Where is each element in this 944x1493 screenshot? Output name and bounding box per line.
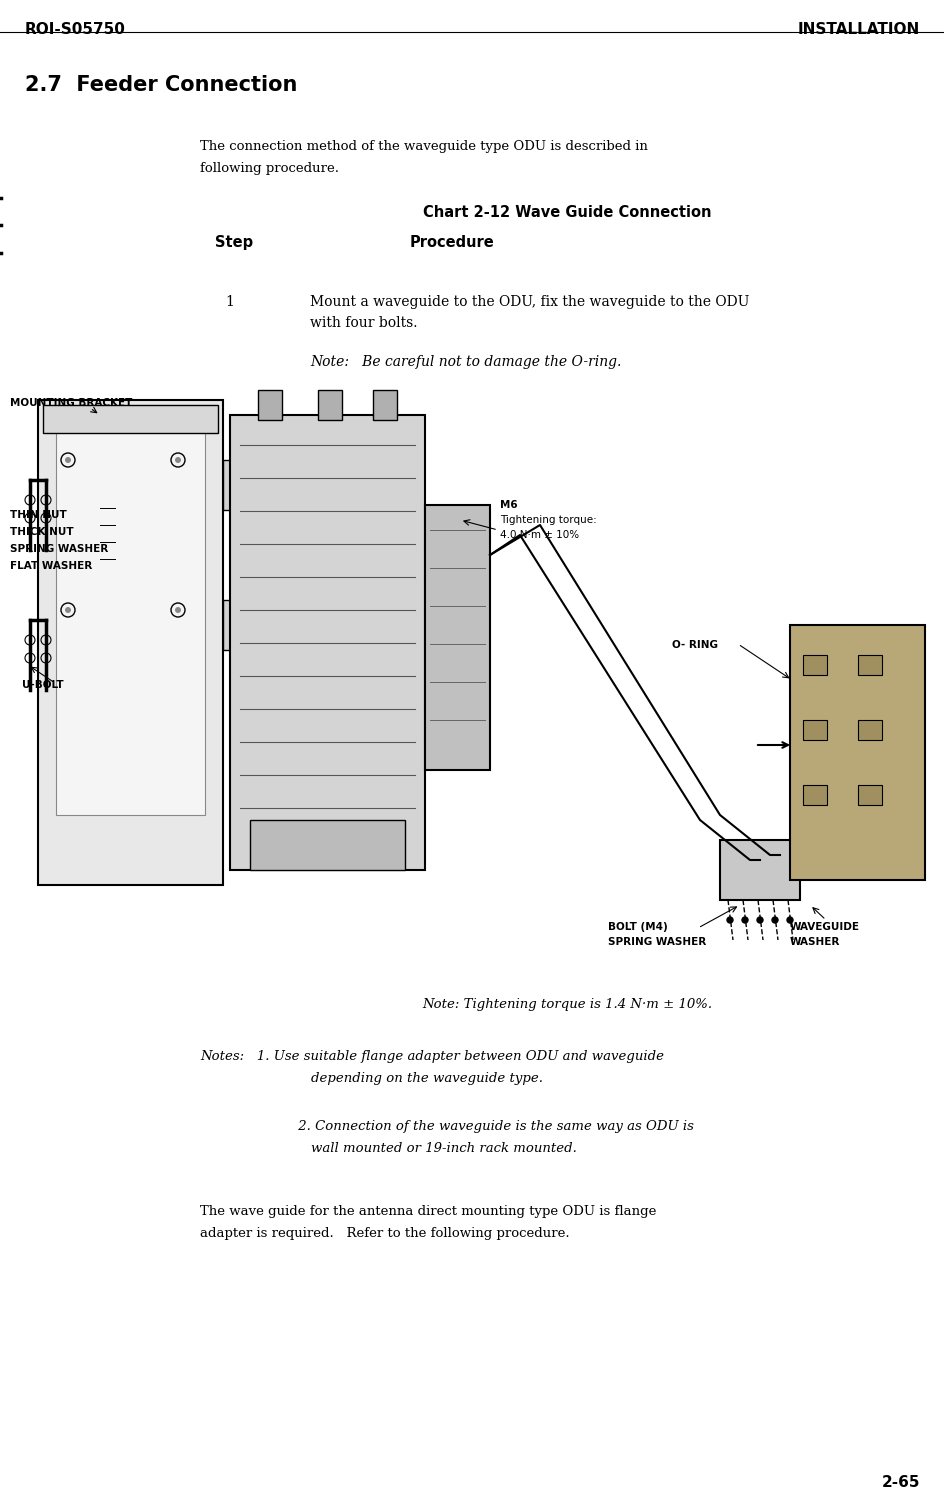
Text: SPRING WASHER: SPRING WASHER (607, 938, 705, 947)
Bar (857, 655, 881, 675)
Bar (802, 720, 826, 741)
Text: depending on the waveguide type.: depending on the waveguide type. (260, 1072, 543, 1085)
Text: adapter is required.   Refer to the following procedure.: adapter is required. Refer to the follow… (200, 1227, 569, 1241)
Circle shape (726, 917, 733, 923)
Text: M6: M6 (499, 500, 517, 511)
Text: WASHER: WASHER (789, 938, 839, 947)
Text: BOLT (M4): BOLT (M4) (607, 923, 667, 932)
Text: U-BOLT: U-BOLT (22, 679, 63, 690)
Text: SPRING WASHER: SPRING WASHER (10, 543, 109, 554)
Text: following procedure.: following procedure. (200, 163, 339, 175)
Text: The connection method of the waveguide type ODU is described in: The connection method of the waveguide t… (200, 140, 648, 152)
Circle shape (65, 457, 71, 463)
Text: MOUNTING BRACKET: MOUNTING BRACKET (10, 399, 132, 408)
Text: Mount a waveguide to the ODU, fix the waveguide to the ODU: Mount a waveguide to the ODU, fix the wa… (310, 296, 749, 309)
Bar (789, 626, 924, 879)
Circle shape (786, 917, 792, 923)
Bar (223, 600, 247, 649)
Bar (425, 505, 490, 770)
Text: Tightening torque:: Tightening torque: (499, 515, 596, 526)
Circle shape (741, 917, 748, 923)
Text: FLAT WASHER: FLAT WASHER (10, 561, 93, 570)
Circle shape (771, 917, 777, 923)
Circle shape (175, 457, 181, 463)
Text: with four bolts.: with four bolts. (310, 317, 417, 330)
Bar (56, 430, 205, 815)
Text: THICK NUT: THICK NUT (10, 527, 74, 537)
Text: Procedure: Procedure (410, 234, 495, 249)
Bar (318, 390, 342, 420)
Text: 1: 1 (225, 296, 233, 309)
Text: INSTALLATION: INSTALLATION (797, 22, 919, 37)
Bar (258, 390, 281, 420)
Text: Step: Step (215, 234, 253, 249)
Bar (250, 820, 405, 870)
Circle shape (65, 608, 71, 614)
Text: Note: Tightening torque is 1.4 N·m ± 10%.: Note: Tightening torque is 1.4 N·m ± 10%… (421, 997, 712, 1011)
Text: WAVEGUIDE: WAVEGUIDE (789, 923, 859, 932)
Text: 2.7  Feeder Connection: 2.7 Feeder Connection (25, 75, 297, 96)
Bar (802, 785, 826, 805)
Text: Notes:   1. Use suitable flange adapter between ODU and waveguide: Notes: 1. Use suitable flange adapter be… (200, 1050, 664, 1063)
Bar (857, 785, 881, 805)
Circle shape (756, 917, 762, 923)
Text: Note:   Be careful not to damage the O-ring.: Note: Be careful not to damage the O-rin… (310, 355, 621, 369)
Bar (38, 400, 223, 885)
Text: 4.0 N·m ± 10%: 4.0 N·m ± 10% (499, 530, 579, 540)
Text: ROI-S05750: ROI-S05750 (25, 22, 126, 37)
Bar (229, 415, 425, 870)
Circle shape (175, 608, 181, 614)
Bar (43, 405, 218, 433)
Bar (802, 655, 826, 675)
Text: The wave guide for the antenna direct mounting type ODU is flange: The wave guide for the antenna direct mo… (200, 1205, 656, 1218)
Bar (373, 390, 396, 420)
Text: 2. Connection of the waveguide is the same way as ODU is: 2. Connection of the waveguide is the sa… (260, 1120, 693, 1133)
Text: THIN NUT: THIN NUT (10, 511, 67, 520)
Text: 2-65: 2-65 (881, 1475, 919, 1490)
Bar (719, 841, 800, 900)
Text: wall mounted or 19-inch rack mounted.: wall mounted or 19-inch rack mounted. (260, 1142, 576, 1156)
Bar (857, 720, 881, 741)
Text: Chart 2-12 Wave Guide Connection: Chart 2-12 Wave Guide Connection (422, 205, 711, 219)
Text: O- RING: O- RING (671, 640, 717, 649)
Bar (223, 460, 247, 511)
